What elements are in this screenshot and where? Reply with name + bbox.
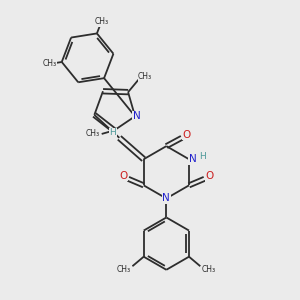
Text: CH₃: CH₃ xyxy=(202,265,216,274)
Text: CH₃: CH₃ xyxy=(42,59,56,68)
Text: N: N xyxy=(163,194,170,203)
Text: CH₃: CH₃ xyxy=(138,72,152,81)
Text: O: O xyxy=(206,172,214,182)
Text: CH₃: CH₃ xyxy=(117,265,131,274)
Text: H: H xyxy=(110,128,116,137)
Text: N: N xyxy=(189,154,196,164)
Text: CH₃: CH₃ xyxy=(94,17,108,26)
Text: N: N xyxy=(133,111,140,121)
Text: O: O xyxy=(183,130,191,140)
Text: H: H xyxy=(199,152,206,161)
Text: CH₃: CH₃ xyxy=(86,129,100,138)
Text: O: O xyxy=(119,171,127,181)
